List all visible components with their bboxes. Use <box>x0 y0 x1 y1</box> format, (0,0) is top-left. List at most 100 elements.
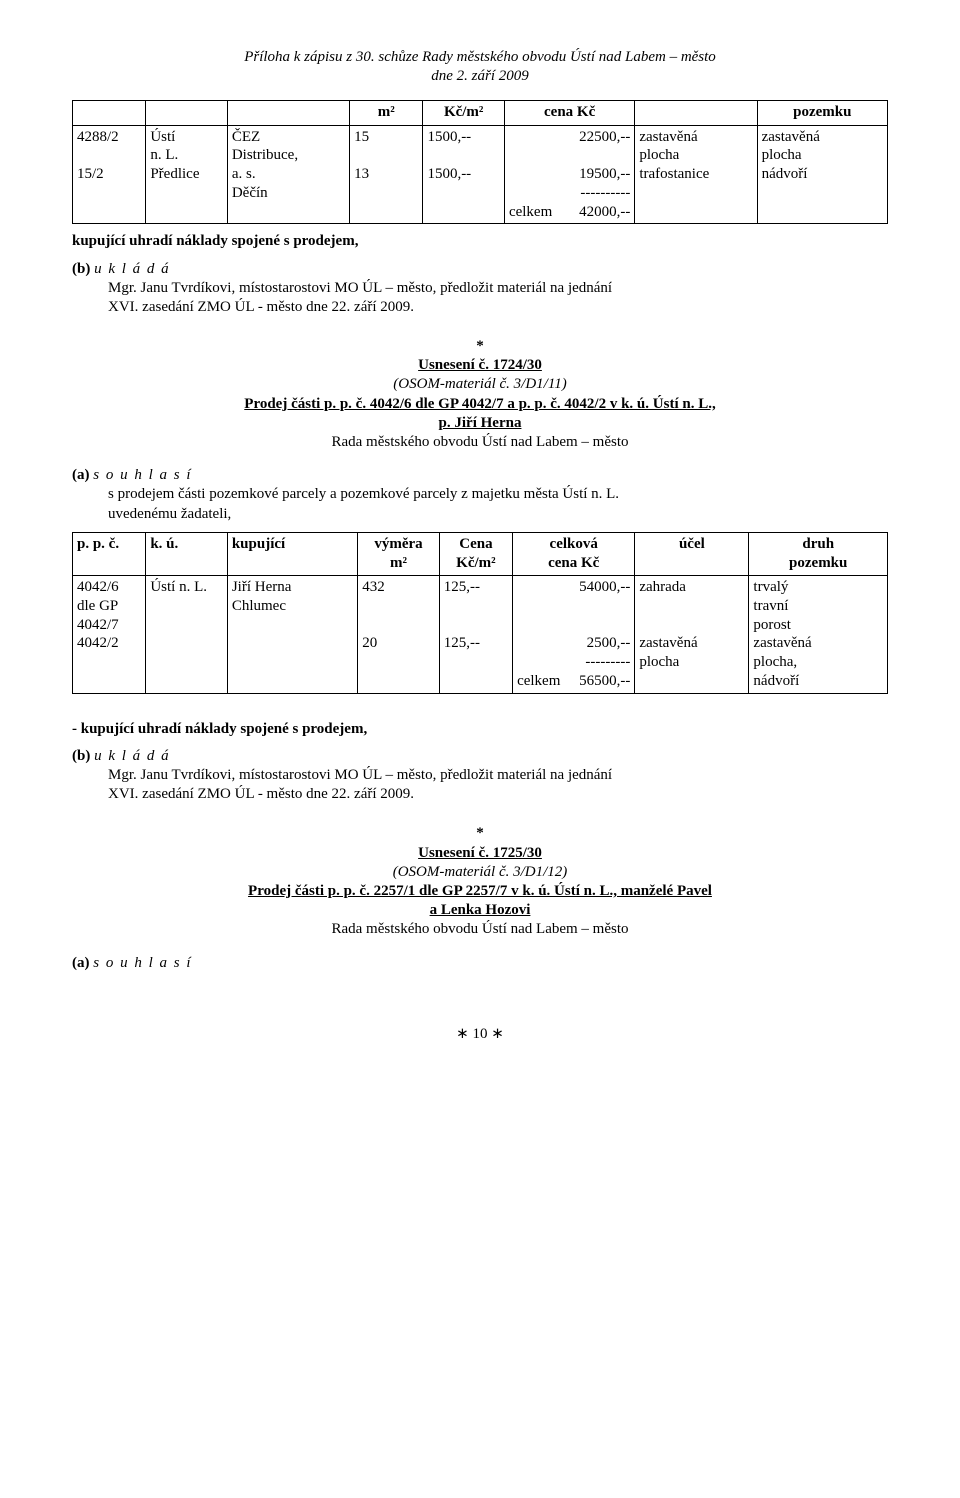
kupujici-line: kupující uhradí náklady spojené s prodej… <box>72 232 888 251</box>
cell-text: celkem <box>517 673 560 689</box>
header-line2: dne 2. září 2009 <box>431 68 529 84</box>
cell-text: porost <box>753 617 791 633</box>
th-m2: m² <box>390 555 407 571</box>
cell-text: plocha <box>639 147 679 163</box>
cell-text: Distribuce, <box>232 147 298 163</box>
prodej-line2: a Lenka Hozovi <box>72 901 888 920</box>
prodej-line1: Prodej části p. p. č. 2257/1 dle GP 2257… <box>72 882 888 901</box>
th-cena: cena Kč <box>504 101 634 125</box>
table-row: m² Kč/m² cena Kč pozemku <box>73 101 888 125</box>
th-cena: Cena <box>459 536 492 552</box>
cell-text: Děčín <box>232 185 268 201</box>
th-vymera: výměra <box>374 536 422 552</box>
cell-text: a. s. <box>232 166 256 182</box>
cell-text: --------- <box>585 654 630 670</box>
cell-text: dle GP <box>77 598 118 614</box>
block-b2: (b) u k l á d á Mgr. Janu Tvrdíkovi, mís… <box>72 747 888 805</box>
mgr-line1: Mgr. Janu Tvrdíkovi, místostarostovi MO … <box>108 280 612 296</box>
cell-text: plocha <box>762 147 802 163</box>
cell-text: 20 <box>362 635 377 651</box>
cell-text: Předlice <box>150 166 199 182</box>
cell-text: zastavěná <box>639 129 697 145</box>
cell-text: 56500,-- <box>579 673 630 689</box>
cell-text: 15/2 <box>77 166 104 182</box>
txt-line2: uvedenému žadateli, <box>108 506 231 522</box>
usneseni-title: Usnesení č. 1725/30 <box>72 844 888 863</box>
mgr-line2: XVI. zasedání ZMO ÚL - město dne 22. zář… <box>108 786 414 802</box>
th-ucel: účel <box>635 532 749 575</box>
header-line1: Příloha k zápisu z 30. schůze Rady městs… <box>244 49 716 65</box>
cell-text: 4042/7 <box>77 617 119 633</box>
page-footer: ∗ 10 ∗ <box>72 1025 888 1044</box>
th-ucel <box>635 101 757 125</box>
cell-text: 15 <box>354 129 369 145</box>
cell-text: travní <box>753 598 788 614</box>
block-a: (a) s o u h l a s í s prodejem části poz… <box>72 466 888 524</box>
table-row: p. p. č. k. ú. kupující výměra m² Cena K… <box>73 532 888 575</box>
cell-text: ČEZ <box>232 129 260 145</box>
block-a2: (a) s o u h l a s í <box>72 954 888 973</box>
th-kupujici: kupující <box>227 532 357 575</box>
cell-text: nádvoří <box>762 166 808 182</box>
mgr-line1: Mgr. Janu Tvrdíkovi, místostarostovi MO … <box>108 767 612 783</box>
cell-text: zastavěná <box>762 129 820 145</box>
th-celkova: celková <box>550 536 598 552</box>
th-cenakc: cena Kč <box>548 555 599 571</box>
b-label: (b) <box>72 748 90 764</box>
uklada: u k l á d á <box>94 748 170 764</box>
cell-text: plocha <box>639 654 679 670</box>
th-ku: k. ú. <box>146 532 228 575</box>
resolution-block-2: * Usnesení č. 1725/30 (OSOM-materiál č. … <box>72 824 888 939</box>
a-label: (a) <box>72 467 90 483</box>
cell-text: 42000,-- <box>579 204 630 220</box>
cell-text: 125,-- <box>444 579 480 595</box>
souhlasi: s o u h l a s í <box>93 467 192 483</box>
cell-text: trvalý <box>753 579 788 595</box>
cell-text: 1500,-- <box>427 129 471 145</box>
block-b: (b) u k l á d á Mgr. Janu Tvrdíkovi, mís… <box>72 260 888 318</box>
cell-text: 4288/2 <box>77 129 119 145</box>
prodej-line1: Prodej části p. p. č. 4042/6 dle GP 4042… <box>72 395 888 414</box>
cell-text: Ústí n. L. <box>150 579 207 595</box>
cell-text: Ústí <box>150 129 175 145</box>
th-m2: m² <box>350 101 423 125</box>
cell-text: n. L. <box>150 147 178 163</box>
cell-text: plocha, <box>753 654 797 670</box>
cell-text: 19500,-- <box>579 166 630 182</box>
cell-text: 1500,-- <box>427 166 471 182</box>
table-2: p. p. č. k. ú. kupující výměra m² Cena K… <box>72 532 888 694</box>
cell-text: 54000,-- <box>579 579 630 595</box>
th-druh: druh <box>802 536 834 552</box>
star: * <box>72 824 888 843</box>
cell-text: Chlumec <box>232 598 286 614</box>
th-pozemku: pozemku <box>757 101 887 125</box>
cell-text: 2500,-- <box>587 635 631 651</box>
rada-line: Rada městského obvodu Ústí nad Labem – m… <box>72 920 888 939</box>
table-1: m² Kč/m² cena Kč pozemku 4288/2 15/2 Úst… <box>72 100 888 224</box>
table-row: 4288/2 15/2 Ústí n. L. Předlice ČEZ Dist… <box>73 125 888 224</box>
star: * <box>72 337 888 356</box>
th-kcm2: Kč/m² <box>456 555 496 571</box>
osom-line: (OSOM-materiál č. 3/D1/11) <box>72 375 888 394</box>
a-label: (a) <box>72 955 90 971</box>
cell-text: nádvoří <box>753 673 799 689</box>
th-ppc: p. p. č. <box>73 532 146 575</box>
mgr-line2: XVI. zasedání ZMO ÚL - město dne 22. zář… <box>108 299 414 315</box>
cell-text: 125,-- <box>444 635 480 651</box>
cell-text: 22500,-- <box>579 129 630 145</box>
cell-text: 4042/6 <box>77 579 119 595</box>
cell-text: zastavěná <box>753 635 811 651</box>
cell-text: 432 <box>362 579 385 595</box>
cell-text: zahrada <box>639 579 686 595</box>
footer-text: ∗ 10 ∗ <box>456 1026 504 1042</box>
cell-text: Jiří Herna <box>232 579 292 595</box>
th-pozemku: pozemku <box>789 555 847 571</box>
b-label: (b) <box>72 261 90 277</box>
kupujici-line2: - kupující uhradí náklady spojené s prod… <box>72 720 888 739</box>
cell-text: trafostanice <box>639 166 709 182</box>
cell-text: 13 <box>354 166 369 182</box>
cell-text: celkem <box>509 204 552 220</box>
osom-line: (OSOM-materiál č. 3/D1/12) <box>72 863 888 882</box>
resolution-block: * Usnesení č. 1724/30 (OSOM-materiál č. … <box>72 337 888 452</box>
uklada: u k l á d á <box>94 261 170 277</box>
